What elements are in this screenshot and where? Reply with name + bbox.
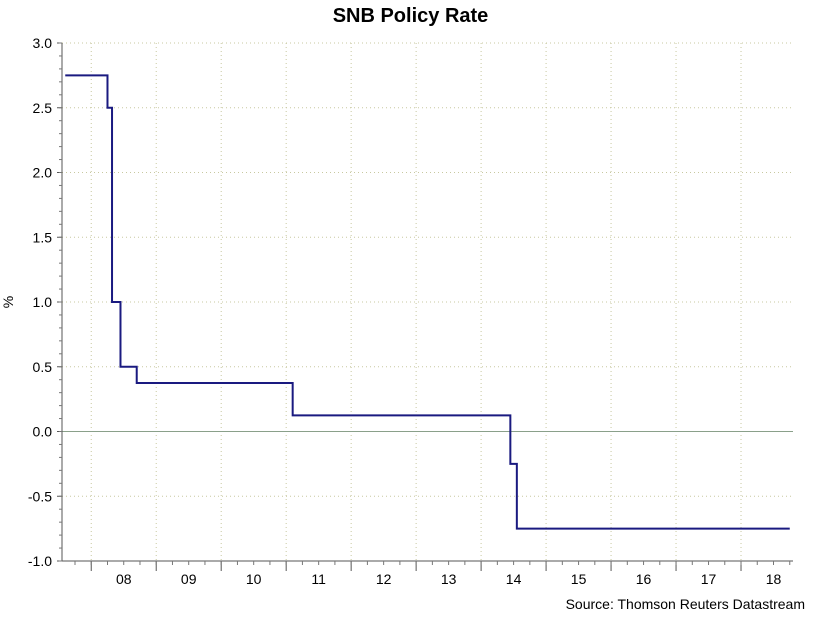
x-tick-label: 15 (571, 571, 587, 587)
x-tick-label: 10 (246, 571, 262, 587)
x-tick-label: 09 (181, 571, 197, 587)
grid-lines (62, 42, 793, 562)
x-tick-label: 11 (311, 571, 326, 587)
x-tick-label: 17 (701, 571, 717, 587)
axes (61, 43, 793, 562)
y-tick-label: 0.5 (33, 359, 53, 375)
y-tick-label: 1.5 (33, 229, 53, 245)
x-tick-label: 18 (766, 571, 782, 587)
y-tick-label: -0.5 (28, 488, 52, 504)
y-tick-label: 2.5 (33, 100, 53, 116)
x-tick-label: 16 (636, 571, 652, 587)
chart-title: SNB Policy Rate (332, 5, 489, 27)
x-axis-ticks: 08 09 10 11 12 13 14 15 16 17 18 (74, 561, 791, 587)
y-axis-ticks: 3.0 2.5 2.0 1.5 1.0 0.5 0.0 -0.5 -1.0 (28, 35, 62, 569)
y-tick-label: 2.0 (33, 165, 53, 181)
y-tick-label: 3.0 (33, 35, 53, 51)
series-line-snb-policy-rate (65, 74, 790, 530)
y-tick-label: -1.0 (28, 553, 52, 569)
x-tick-label: 14 (506, 571, 522, 587)
source-note: Source: Thomson Reuters Datastream (565, 596, 805, 612)
y-tick-label: 0.0 (33, 424, 53, 440)
x-tick-label: 08 (116, 571, 132, 587)
x-tick-label: 13 (441, 571, 457, 587)
y-axis-label: % (0, 296, 16, 308)
y-tick-label: 1.0 (33, 294, 53, 310)
x-tick-label: 12 (376, 571, 392, 587)
